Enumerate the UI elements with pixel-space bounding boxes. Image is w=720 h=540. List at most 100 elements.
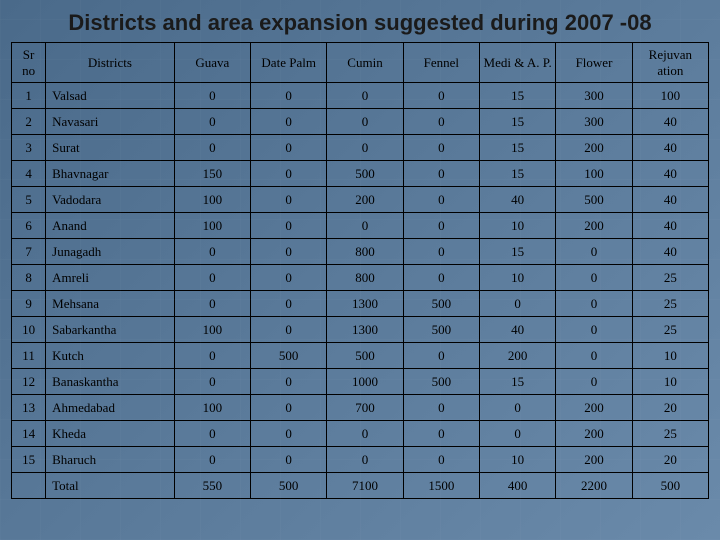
cell-value: 200	[556, 421, 632, 447]
cell-total-value: 1500	[403, 473, 479, 499]
cell-district: Bhavnagar	[46, 161, 175, 187]
col-sr: Sr no	[12, 43, 46, 83]
cell-value: 100	[632, 83, 708, 109]
cell-value: 14	[12, 421, 46, 447]
cell-value: 0	[174, 447, 250, 473]
cell-district: Navasari	[46, 109, 175, 135]
cell-value: 0	[327, 109, 403, 135]
cell-value: 9	[12, 291, 46, 317]
cell-value: 15	[480, 161, 556, 187]
cell-district: Ahmedabad	[46, 395, 175, 421]
cell-total-value	[12, 473, 46, 499]
table-row: 7Junagadh00800015040	[12, 239, 709, 265]
col-guava: Guava	[174, 43, 250, 83]
cell-value: 13	[12, 395, 46, 421]
cell-value: 25	[632, 291, 708, 317]
cell-district: Vadodara	[46, 187, 175, 213]
col-fennel: Fennel	[403, 43, 479, 83]
cell-value: 40	[632, 187, 708, 213]
cell-value: 500	[403, 317, 479, 343]
cell-district: Banaskantha	[46, 369, 175, 395]
cell-value: 0	[403, 421, 479, 447]
cell-value: 0	[174, 265, 250, 291]
cell-value: 500	[403, 291, 479, 317]
cell-value: 0	[251, 265, 327, 291]
cell-total-value: 400	[480, 473, 556, 499]
cell-district: Bharuch	[46, 447, 175, 473]
cell-value: 0	[251, 83, 327, 109]
table-row: 4Bhavnagar150050001510040	[12, 161, 709, 187]
table-row: 1Valsad000015300100	[12, 83, 709, 109]
cell-total-value: 500	[251, 473, 327, 499]
cell-value: 500	[251, 343, 327, 369]
cell-value: 0	[403, 83, 479, 109]
cell-value: 500	[556, 187, 632, 213]
cell-value: 200	[556, 395, 632, 421]
cell-value: 0	[403, 135, 479, 161]
cell-total-value: 7100	[327, 473, 403, 499]
cell-district: Kutch	[46, 343, 175, 369]
cell-value: 0	[403, 395, 479, 421]
cell-value: 500	[403, 369, 479, 395]
cell-value: 100	[174, 395, 250, 421]
cell-value: 0	[174, 239, 250, 265]
col-cumin: Cumin	[327, 43, 403, 83]
cell-value: 200	[480, 343, 556, 369]
cell-value: 1300	[327, 317, 403, 343]
table-row: 10Sabarkantha1000130050040025	[12, 317, 709, 343]
cell-value: 0	[403, 447, 479, 473]
cell-value: 10	[480, 213, 556, 239]
cell-value: 1	[12, 83, 46, 109]
cell-total-value: 2200	[556, 473, 632, 499]
cell-value: 5	[12, 187, 46, 213]
cell-value: 3	[12, 135, 46, 161]
cell-value: 0	[174, 135, 250, 161]
cell-value: 500	[327, 343, 403, 369]
table-total-row: Total550500710015004002200500	[12, 473, 709, 499]
cell-value: 100	[174, 213, 250, 239]
cell-value: 0	[251, 161, 327, 187]
cell-value: 300	[556, 83, 632, 109]
cell-value: 10	[12, 317, 46, 343]
cell-value: 6	[12, 213, 46, 239]
cell-value: 700	[327, 395, 403, 421]
cell-value: 0	[403, 109, 479, 135]
cell-value: 0	[174, 291, 250, 317]
cell-value: 4	[12, 161, 46, 187]
table-row: 14Kheda0000020025	[12, 421, 709, 447]
cell-value: 0	[251, 421, 327, 447]
cell-value: 15	[480, 109, 556, 135]
cell-value: 200	[327, 187, 403, 213]
cell-value: 0	[251, 395, 327, 421]
cell-value: 40	[480, 187, 556, 213]
cell-value: 0	[403, 343, 479, 369]
table-row: 8Amreli00800010025	[12, 265, 709, 291]
cell-value: 10	[480, 265, 556, 291]
cell-value: 0	[251, 291, 327, 317]
cell-value: 0	[556, 239, 632, 265]
cell-district: Surat	[46, 135, 175, 161]
cell-value: 0	[174, 421, 250, 447]
cell-district: Amreli	[46, 265, 175, 291]
cell-value: 200	[556, 135, 632, 161]
cell-value: 0	[251, 369, 327, 395]
cell-value: 12	[12, 369, 46, 395]
cell-value: 40	[632, 213, 708, 239]
cell-value: 150	[174, 161, 250, 187]
cell-value: 0	[251, 317, 327, 343]
table-row: 13Ahmedabad10007000020020	[12, 395, 709, 421]
cell-value: 0	[327, 135, 403, 161]
cell-value: 25	[632, 421, 708, 447]
cell-district: Valsad	[46, 83, 175, 109]
cell-value: 0	[480, 291, 556, 317]
cell-value: 40	[632, 109, 708, 135]
cell-value: 40	[480, 317, 556, 343]
cell-value: 500	[327, 161, 403, 187]
cell-value: 10	[480, 447, 556, 473]
cell-value: 15	[12, 447, 46, 473]
cell-value: 15	[480, 239, 556, 265]
cell-value: 40	[632, 239, 708, 265]
col-date: Date Palm	[251, 43, 327, 83]
cell-value: 0	[251, 447, 327, 473]
cell-value: 0	[556, 265, 632, 291]
